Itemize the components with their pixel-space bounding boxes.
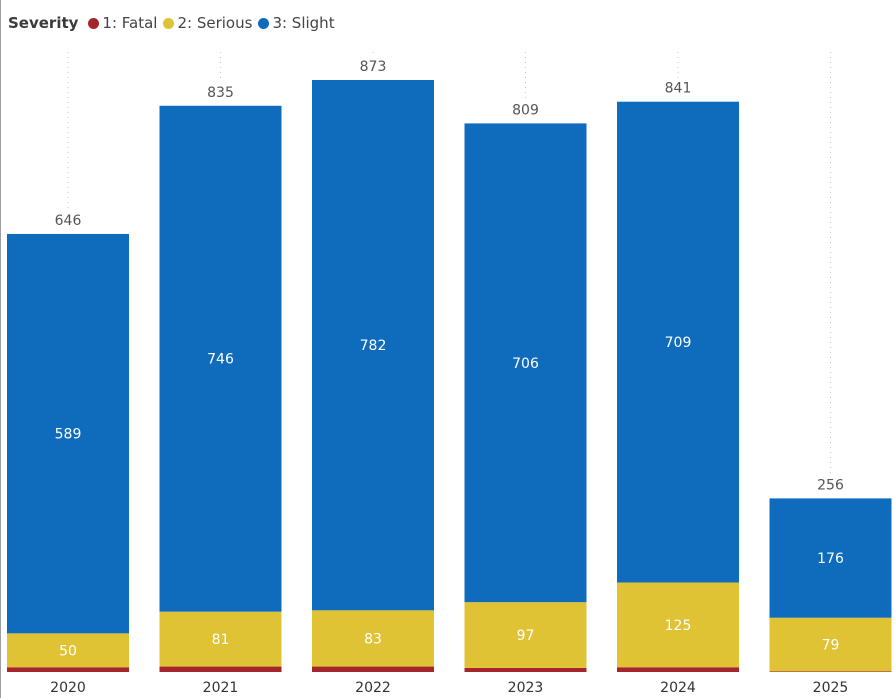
- data-label-2024-s3: 709: [665, 335, 692, 351]
- legend-dot-fatal-icon: [88, 17, 100, 29]
- data-label-2021-s2: 81: [212, 632, 230, 648]
- data-label-2022-s2: 83: [364, 631, 382, 647]
- total-label-2024: 841: [665, 81, 692, 97]
- legend-item-slight[interactable]: 3: Slight: [258, 14, 335, 32]
- bar-segment-2023-s2[interactable]: [464, 602, 587, 668]
- bar-segment-2023-s3[interactable]: [464, 123, 587, 603]
- x-tick-label-2021: 2021: [203, 680, 239, 696]
- data-label-2020-s2: 50: [59, 643, 77, 659]
- total-label-2021: 835: [207, 85, 234, 101]
- x-tick-label-2024: 2024: [660, 680, 696, 696]
- chart-left-border: [0, 0, 1, 698]
- legend-item-fatal[interactable]: 1: Fatal: [88, 14, 157, 32]
- data-label-2021-s3: 746: [207, 352, 234, 368]
- legend-item-serious[interactable]: 2: Serious: [163, 14, 252, 32]
- bar-segment-2025-s2[interactable]: [769, 617, 892, 672]
- legend-dot-serious-icon: [163, 17, 175, 29]
- data-label-2025-s3: 176: [817, 551, 844, 567]
- total-label-2020: 646: [55, 213, 82, 229]
- total-label-2022: 873: [360, 59, 387, 75]
- legend-label-slight: 3: Slight: [272, 14, 335, 32]
- total-label-2023: 809: [512, 102, 539, 118]
- total-label-2025: 256: [817, 477, 844, 493]
- bar-segment-2024-s1[interactable]: [617, 667, 739, 672]
- bar-segment-2021-s3[interactable]: [159, 105, 282, 612]
- data-label-2025-s2: 79: [822, 638, 840, 654]
- x-tick-label-2023: 2023: [508, 680, 544, 696]
- legend-title: Severity: [8, 14, 79, 32]
- legend-label-serious: 2: Serious: [177, 14, 253, 32]
- data-label-2022-s3: 782: [360, 338, 387, 354]
- data-label-2023-s3: 706: [512, 356, 539, 372]
- data-label-2024-s2: 125: [665, 618, 692, 634]
- bar-segment-2023-s1[interactable]: [464, 667, 587, 672]
- bar-segment-2020-s2[interactable]: [7, 633, 129, 668]
- bar-segment-2020-s1[interactable]: [7, 667, 129, 672]
- data-label-2020-s3: 589: [55, 427, 82, 443]
- bar-segment-2022-s1[interactable]: [312, 666, 434, 672]
- bar-segment-2025-s3[interactable]: [769, 498, 892, 618]
- bar-segment-2024-s3[interactable]: [617, 101, 739, 583]
- bar-segment-2021-s1[interactable]: [159, 666, 282, 672]
- legend: Severity 1: Fatal 2: Serious 3: Slight: [8, 11, 341, 35]
- legend-label-fatal: 1: Fatal: [102, 14, 158, 32]
- x-tick-label-2020: 2020: [50, 680, 86, 696]
- bar-segment-2020-s3[interactable]: [7, 233, 129, 634]
- bar-segment-2022-s3[interactable]: [312, 80, 434, 611]
- x-tick-label-2025: 2025: [813, 680, 849, 696]
- bar-segment-2022-s2[interactable]: [312, 610, 434, 667]
- bar-segment-2021-s2[interactable]: [159, 611, 282, 667]
- x-tick-label-2022: 2022: [355, 680, 391, 696]
- data-label-2023-s2: 97: [517, 628, 535, 644]
- bar-segment-2025-s1[interactable]: [769, 671, 892, 672]
- bar-segment-2024-s2[interactable]: [617, 582, 739, 668]
- legend-dot-slight-icon: [258, 17, 270, 29]
